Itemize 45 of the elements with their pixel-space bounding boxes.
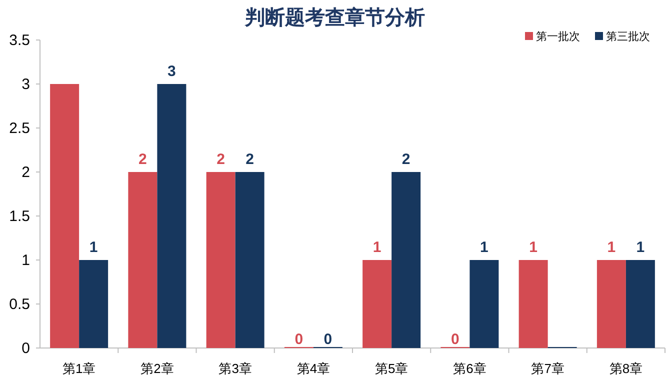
data-label: 1 bbox=[529, 239, 538, 256]
bar bbox=[206, 172, 236, 348]
data-label: 2 bbox=[138, 151, 147, 168]
chart-title: 判断题考查章节分析 bbox=[244, 6, 425, 29]
bar bbox=[596, 260, 626, 348]
bar bbox=[392, 172, 421, 348]
y-tick-label: 2.5 bbox=[9, 120, 30, 137]
y-tick-label: 3 bbox=[22, 76, 30, 93]
x-tick-label: 第7章 bbox=[531, 361, 564, 376]
bar bbox=[79, 260, 108, 348]
data-label: 0 bbox=[294, 331, 304, 348]
legend-label: 第一批次 bbox=[536, 31, 580, 43]
bar bbox=[128, 172, 158, 348]
x-tick-label: 第5章 bbox=[374, 361, 408, 376]
data-label: 3 bbox=[168, 63, 176, 80]
x-tick-label: 第1章 bbox=[62, 361, 96, 376]
y-tick-label: 1 bbox=[22, 252, 30, 269]
y-tick-label: 1.5 bbox=[9, 208, 30, 225]
y-tick-label: 0 bbox=[22, 340, 30, 357]
x-tick-label: 第3章 bbox=[218, 361, 252, 376]
bar bbox=[470, 260, 499, 348]
data-label: 2 bbox=[246, 151, 254, 168]
data-label: 2 bbox=[402, 151, 410, 168]
data-label: 1 bbox=[372, 239, 382, 256]
bar bbox=[50, 84, 80, 348]
data-label: 1 bbox=[607, 239, 616, 256]
data-label: 0 bbox=[324, 331, 332, 348]
legend-label: 第三批次 bbox=[606, 31, 650, 43]
data-label: 1 bbox=[89, 239, 98, 256]
x-tick-label: 第4章 bbox=[296, 361, 330, 376]
x-tick-label: 第8章 bbox=[609, 361, 643, 376]
data-label: 2 bbox=[216, 151, 225, 168]
data-label: 1 bbox=[480, 239, 488, 256]
bar bbox=[235, 172, 264, 348]
x-tick-label: 第6章 bbox=[453, 361, 486, 376]
bar bbox=[518, 260, 548, 348]
y-tick-label: 2 bbox=[22, 164, 30, 181]
data-label: 0 bbox=[451, 331, 460, 348]
bar bbox=[157, 84, 186, 348]
y-tick-label: 0.5 bbox=[9, 296, 30, 313]
data-label: 1 bbox=[636, 239, 645, 256]
x-tick-label: 第2章 bbox=[140, 361, 174, 376]
bar bbox=[362, 260, 392, 348]
y-tick-label: 3.5 bbox=[9, 32, 30, 49]
bar bbox=[626, 260, 655, 348]
